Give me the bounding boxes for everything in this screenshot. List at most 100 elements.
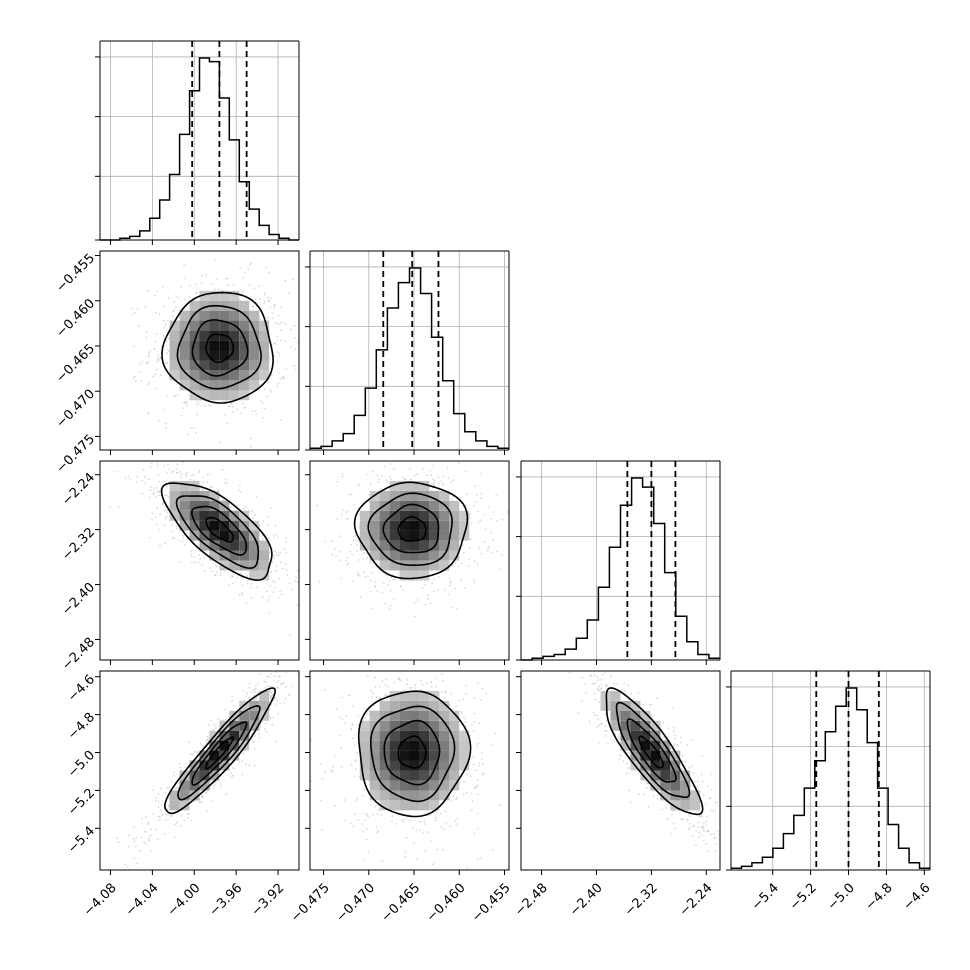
sample-point bbox=[267, 599, 270, 601]
sample-point bbox=[263, 680, 265, 683]
sample-point bbox=[250, 437, 252, 440]
sample-point bbox=[171, 315, 174, 317]
sample-point bbox=[464, 587, 467, 589]
sample-point bbox=[158, 312, 161, 315]
sample-point bbox=[389, 475, 391, 478]
sample-point bbox=[495, 494, 498, 496]
sample-point bbox=[253, 698, 255, 701]
sample-point bbox=[158, 419, 161, 422]
sample-point bbox=[320, 799, 322, 802]
sample-point bbox=[308, 653, 310, 655]
sample-point bbox=[589, 721, 592, 724]
sample-point bbox=[269, 356, 271, 359]
sample-point bbox=[477, 682, 479, 684]
sample-point bbox=[264, 388, 266, 390]
sample-point bbox=[202, 476, 205, 478]
sample-point bbox=[156, 290, 159, 293]
sample-point bbox=[256, 682, 259, 685]
sample-point bbox=[159, 374, 162, 377]
sample-point bbox=[440, 480, 443, 483]
sample-point bbox=[190, 555, 193, 558]
sample-point bbox=[177, 297, 180, 299]
sample-point bbox=[491, 744, 494, 747]
sample-point bbox=[431, 863, 434, 866]
sample-point bbox=[494, 732, 497, 735]
sample-point bbox=[254, 410, 257, 412]
sample-point bbox=[239, 490, 242, 493]
sample-point bbox=[151, 512, 154, 515]
sample-point bbox=[433, 578, 435, 580]
sample-point bbox=[637, 691, 640, 694]
sample-point bbox=[154, 828, 157, 831]
sample-point bbox=[389, 605, 392, 607]
sample-point bbox=[481, 773, 484, 776]
sample-point bbox=[404, 855, 407, 858]
sample-point bbox=[239, 572, 242, 575]
sample-point bbox=[245, 695, 248, 697]
sample-point bbox=[354, 759, 357, 762]
sample-point bbox=[345, 715, 348, 718]
sample-point bbox=[284, 340, 286, 342]
sample-point bbox=[353, 744, 356, 747]
sample-point bbox=[241, 592, 243, 594]
sample-point bbox=[426, 474, 429, 477]
sample-point bbox=[201, 563, 204, 566]
sample-point bbox=[357, 484, 360, 487]
sample-point bbox=[165, 426, 168, 429]
sample-point bbox=[316, 504, 318, 507]
sample-point bbox=[165, 362, 168, 364]
sample-point bbox=[469, 775, 472, 778]
sample-point bbox=[647, 782, 649, 785]
sample-point bbox=[376, 831, 378, 833]
sample-point bbox=[270, 571, 272, 573]
sample-point bbox=[229, 402, 232, 405]
sample-point bbox=[381, 680, 384, 682]
sample-point bbox=[166, 787, 168, 789]
sample-point bbox=[198, 469, 201, 472]
sample-point bbox=[276, 339, 278, 342]
sample-point bbox=[273, 304, 276, 307]
sample-point bbox=[251, 510, 253, 512]
sample-point bbox=[252, 689, 254, 692]
sample-point bbox=[163, 326, 166, 329]
sample-point bbox=[376, 804, 379, 807]
sample-point bbox=[144, 305, 147, 308]
sample-point bbox=[254, 691, 256, 693]
sample-point bbox=[186, 532, 189, 534]
sample-point bbox=[217, 489, 220, 491]
sample-point bbox=[598, 741, 600, 744]
sample-point bbox=[269, 306, 272, 309]
sample-point bbox=[209, 567, 211, 569]
sample-point bbox=[249, 263, 251, 266]
sample-point bbox=[152, 813, 155, 816]
sample-point bbox=[421, 452, 423, 454]
sample-point bbox=[148, 840, 151, 843]
sample-point bbox=[480, 492, 483, 495]
sample-point bbox=[273, 556, 276, 559]
sample-point bbox=[383, 582, 385, 585]
sample-point bbox=[600, 688, 602, 690]
sample-point bbox=[333, 754, 336, 757]
sample-point bbox=[475, 786, 478, 788]
sample-point bbox=[416, 858, 418, 860]
sample-point bbox=[374, 676, 377, 679]
sample-point bbox=[407, 813, 410, 815]
sample-point bbox=[477, 546, 480, 548]
sample-point bbox=[458, 699, 461, 702]
sample-point bbox=[472, 579, 475, 581]
sample-point bbox=[351, 553, 354, 556]
sample-point bbox=[357, 571, 360, 574]
sample-point bbox=[166, 515, 168, 518]
sample-point bbox=[350, 728, 353, 731]
sample-point bbox=[421, 587, 424, 589]
sample-point bbox=[294, 337, 297, 339]
sample-point bbox=[340, 577, 343, 580]
sample-point bbox=[496, 520, 499, 522]
sample-point bbox=[155, 523, 158, 526]
sample-point bbox=[124, 863, 127, 866]
sample-point bbox=[350, 493, 353, 496]
sample-point bbox=[352, 539, 355, 542]
sample-point bbox=[473, 787, 476, 790]
sample-point bbox=[240, 576, 243, 579]
sample-point bbox=[340, 766, 343, 768]
